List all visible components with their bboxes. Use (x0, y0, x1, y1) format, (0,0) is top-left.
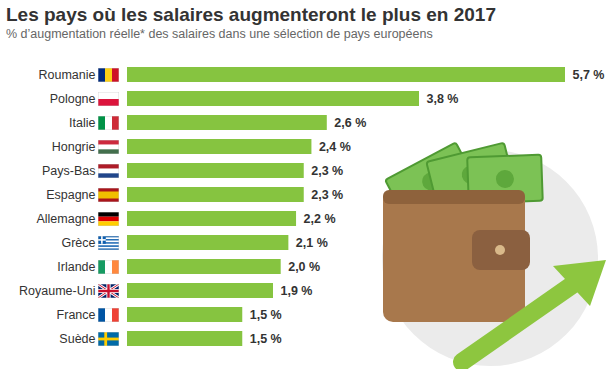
svg-text:2,4 %: 2,4 % (319, 140, 351, 154)
svg-text:1,5 %: 1,5 % (250, 308, 282, 322)
svg-text:Hongrie: Hongrie (52, 140, 96, 154)
svg-text:2,3 %: 2,3 % (311, 188, 343, 202)
svg-text:France: France (57, 308, 96, 322)
svg-text:3,8 %: 3,8 % (427, 92, 459, 106)
svg-text:1,9 %: 1,9 % (281, 284, 313, 298)
svg-text:Espagne: Espagne (46, 188, 95, 202)
svg-text:2,1 %: 2,1 % (296, 236, 328, 250)
svg-text:2,6 %: 2,6 % (334, 116, 366, 130)
svg-text:Grèce: Grèce (61, 236, 95, 250)
html-text:% d’augmentation réelle* des s: % d’augmentation réelle* des salaires da… (6, 27, 433, 41)
svg-text:Royaume-Uni: Royaume-Uni (19, 284, 95, 298)
svg-text:Roumanie: Roumanie (39, 68, 96, 82)
svg-text:1,5 %: 1,5 % (250, 332, 282, 346)
svg-text:Italie: Italie (69, 116, 95, 130)
svg-text:Suède: Suède (59, 332, 95, 346)
svg-text:2,2 %: 2,2 % (304, 212, 336, 226)
svg-text:2,0 %: 2,0 % (288, 260, 320, 274)
svg-text:2,3 %: 2,3 % (311, 164, 343, 178)
svg-text:Pologne: Pologne (50, 92, 96, 106)
svg-text:Irlande: Irlande (57, 260, 95, 274)
svg-text:Allemagne: Allemagne (36, 212, 95, 226)
svg-text:Pays-Bas: Pays-Bas (42, 164, 96, 178)
html-text:Les pays où les salaires augme: Les pays où les salaires augmenteront le… (6, 4, 496, 25)
svg-text:5,7 %: 5,7 % (573, 68, 605, 82)
